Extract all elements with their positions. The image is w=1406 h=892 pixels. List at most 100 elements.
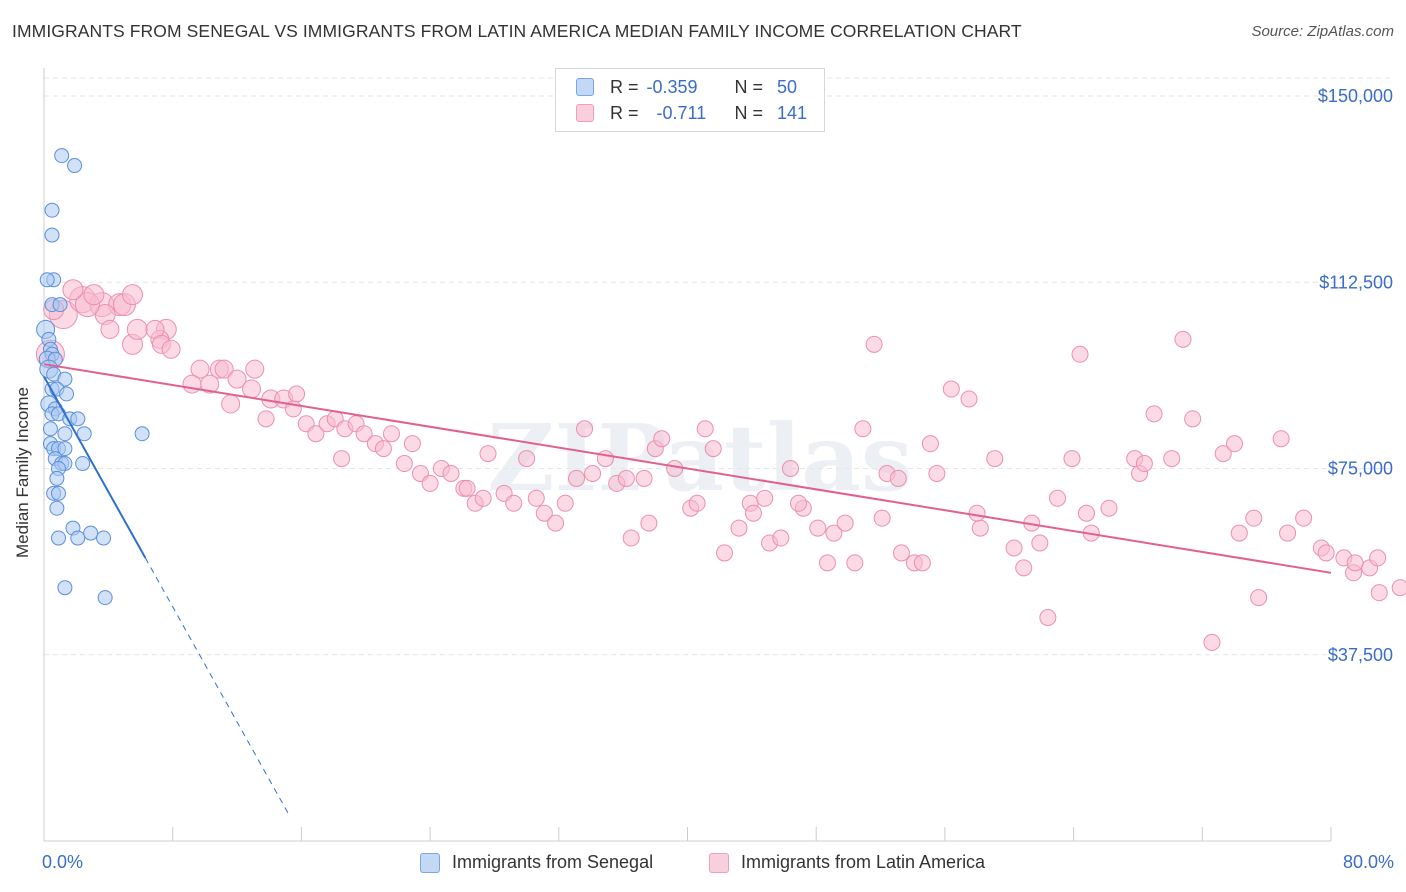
latin-america-point: [790, 494, 808, 512]
latin-america-point: [836, 514, 854, 532]
latin-america-point: [288, 385, 306, 403]
latin-america-point: [161, 339, 181, 359]
latin-america-point: [968, 504, 986, 522]
latin-america-point: [576, 420, 594, 438]
senegal-point: [57, 426, 73, 442]
latin-america-point: [214, 359, 234, 379]
senegal-point: [75, 456, 91, 472]
latin-america-point: [1214, 445, 1232, 463]
senegal-point: [57, 371, 73, 387]
senegal-point: [59, 386, 75, 402]
latin-america-point: [873, 509, 891, 527]
series-swatch-latin-america: [709, 852, 729, 873]
y-tick-label: $37,500: [1328, 645, 1393, 665]
latin-america-point: [1225, 435, 1243, 453]
series-swatch-senegal: [420, 852, 440, 873]
series-legend: Immigrants from Senegal Immigrants from …: [0, 852, 1406, 878]
legend-r-label: R =: [610, 102, 639, 123]
latin-america-point: [653, 430, 671, 448]
senegal-point: [49, 470, 65, 486]
latin-america-point: [622, 529, 640, 547]
latin-america-point: [100, 319, 120, 339]
senegal-point: [96, 530, 112, 546]
senegal-trend-extension: [144, 557, 291, 818]
latin-america-point: [716, 544, 734, 562]
legend-r-label: R =: [610, 76, 639, 97]
latin-america-point: [1317, 544, 1335, 562]
senegal-point: [49, 500, 65, 516]
latin-america-point: [333, 450, 351, 468]
latin-america-point: [245, 359, 265, 379]
senegal-point: [50, 485, 66, 501]
series-legend-senegal: Immigrants from Senegal: [420, 852, 653, 873]
latin-america-point: [756, 489, 774, 507]
latin-america-point: [403, 435, 421, 453]
correlation-legend: R = -0.359 N = 50 R = -0.711 N = 141: [555, 68, 825, 132]
series-label-senegal: Immigrants from Senegal: [452, 852, 654, 872]
latin-america-point: [227, 369, 247, 389]
latin-america-point: [307, 425, 325, 443]
latin-america-point: [567, 469, 585, 487]
latin-america-point: [1077, 504, 1095, 522]
senegal-point: [70, 530, 86, 546]
legend-n-value: 141: [777, 102, 808, 123]
latin-america-point: [474, 489, 492, 507]
latin-america-point: [889, 469, 907, 487]
chart-title: IMMIGRANTS FROM SENEGAL VS IMMIGRANTS FR…: [12, 21, 1022, 41]
latin-america-point: [257, 410, 275, 428]
latin-america-point: [1391, 579, 1406, 597]
series-legend-latin-america: Immigrants from Latin America: [709, 852, 985, 873]
latin-america-point: [640, 514, 658, 532]
latin-america-point: [242, 379, 262, 399]
senegal-trend-line: [43, 376, 147, 559]
senegal-point: [44, 227, 60, 243]
latin-america-point: [458, 479, 476, 497]
latin-america-point: [596, 450, 614, 468]
latin-america-point: [960, 390, 978, 408]
latin-america-point: [772, 529, 790, 547]
latin-america-point: [781, 460, 799, 477]
legend-n-value: 50: [777, 76, 798, 97]
latin-america-point: [221, 394, 241, 414]
latin-america-point: [121, 284, 143, 306]
latin-america-point: [535, 504, 553, 522]
latin-america-point: [1272, 430, 1290, 448]
senegal-point: [134, 426, 150, 442]
latin-america-point: [1071, 345, 1089, 363]
latin-america-point: [62, 279, 84, 301]
latin-america-point: [825, 524, 843, 542]
latin-america-point: [126, 318, 148, 340]
latin-america-trend-line: [43, 363, 1332, 574]
x-axis-max-label: 80.0%: [1342, 852, 1394, 872]
latin-america-point: [1049, 489, 1067, 507]
y-tick-label: $75,000: [1328, 459, 1393, 479]
latin-america-point: [518, 450, 536, 468]
legend-r-value: -0.359: [646, 76, 698, 97]
latin-america-point: [1184, 410, 1202, 428]
latin-america-point: [1163, 450, 1181, 468]
senegal-point: [39, 272, 55, 288]
latin-america-point: [182, 374, 202, 394]
latin-america-point: [1039, 609, 1057, 626]
legend-row-senegal: R = -0.359 N = 50: [576, 75, 797, 99]
latin-america-point: [190, 359, 210, 379]
senegal-point: [76, 426, 92, 442]
chart-source: Source: ZipAtlas.com: [1251, 23, 1394, 40]
latin-america-point: [1245, 509, 1263, 527]
latin-america-point: [1005, 539, 1023, 557]
latin-america-point: [1031, 534, 1049, 552]
senegal-point: [54, 148, 70, 164]
latin-america-point: [1063, 450, 1081, 468]
latin-america-point: [527, 489, 545, 507]
latin-america-point: [395, 455, 413, 473]
senegal-point: [42, 421, 58, 437]
latin-america-point: [1174, 330, 1192, 348]
latin-america-point: [986, 450, 1004, 468]
legend-r-value: -0.711: [656, 102, 707, 123]
latin-america-point: [374, 440, 392, 458]
latin-america-point: [1230, 524, 1248, 542]
senegal-point: [70, 411, 86, 427]
latin-america-point: [505, 494, 523, 512]
senegal-point: [83, 525, 99, 541]
latin-america-point: [688, 494, 706, 512]
